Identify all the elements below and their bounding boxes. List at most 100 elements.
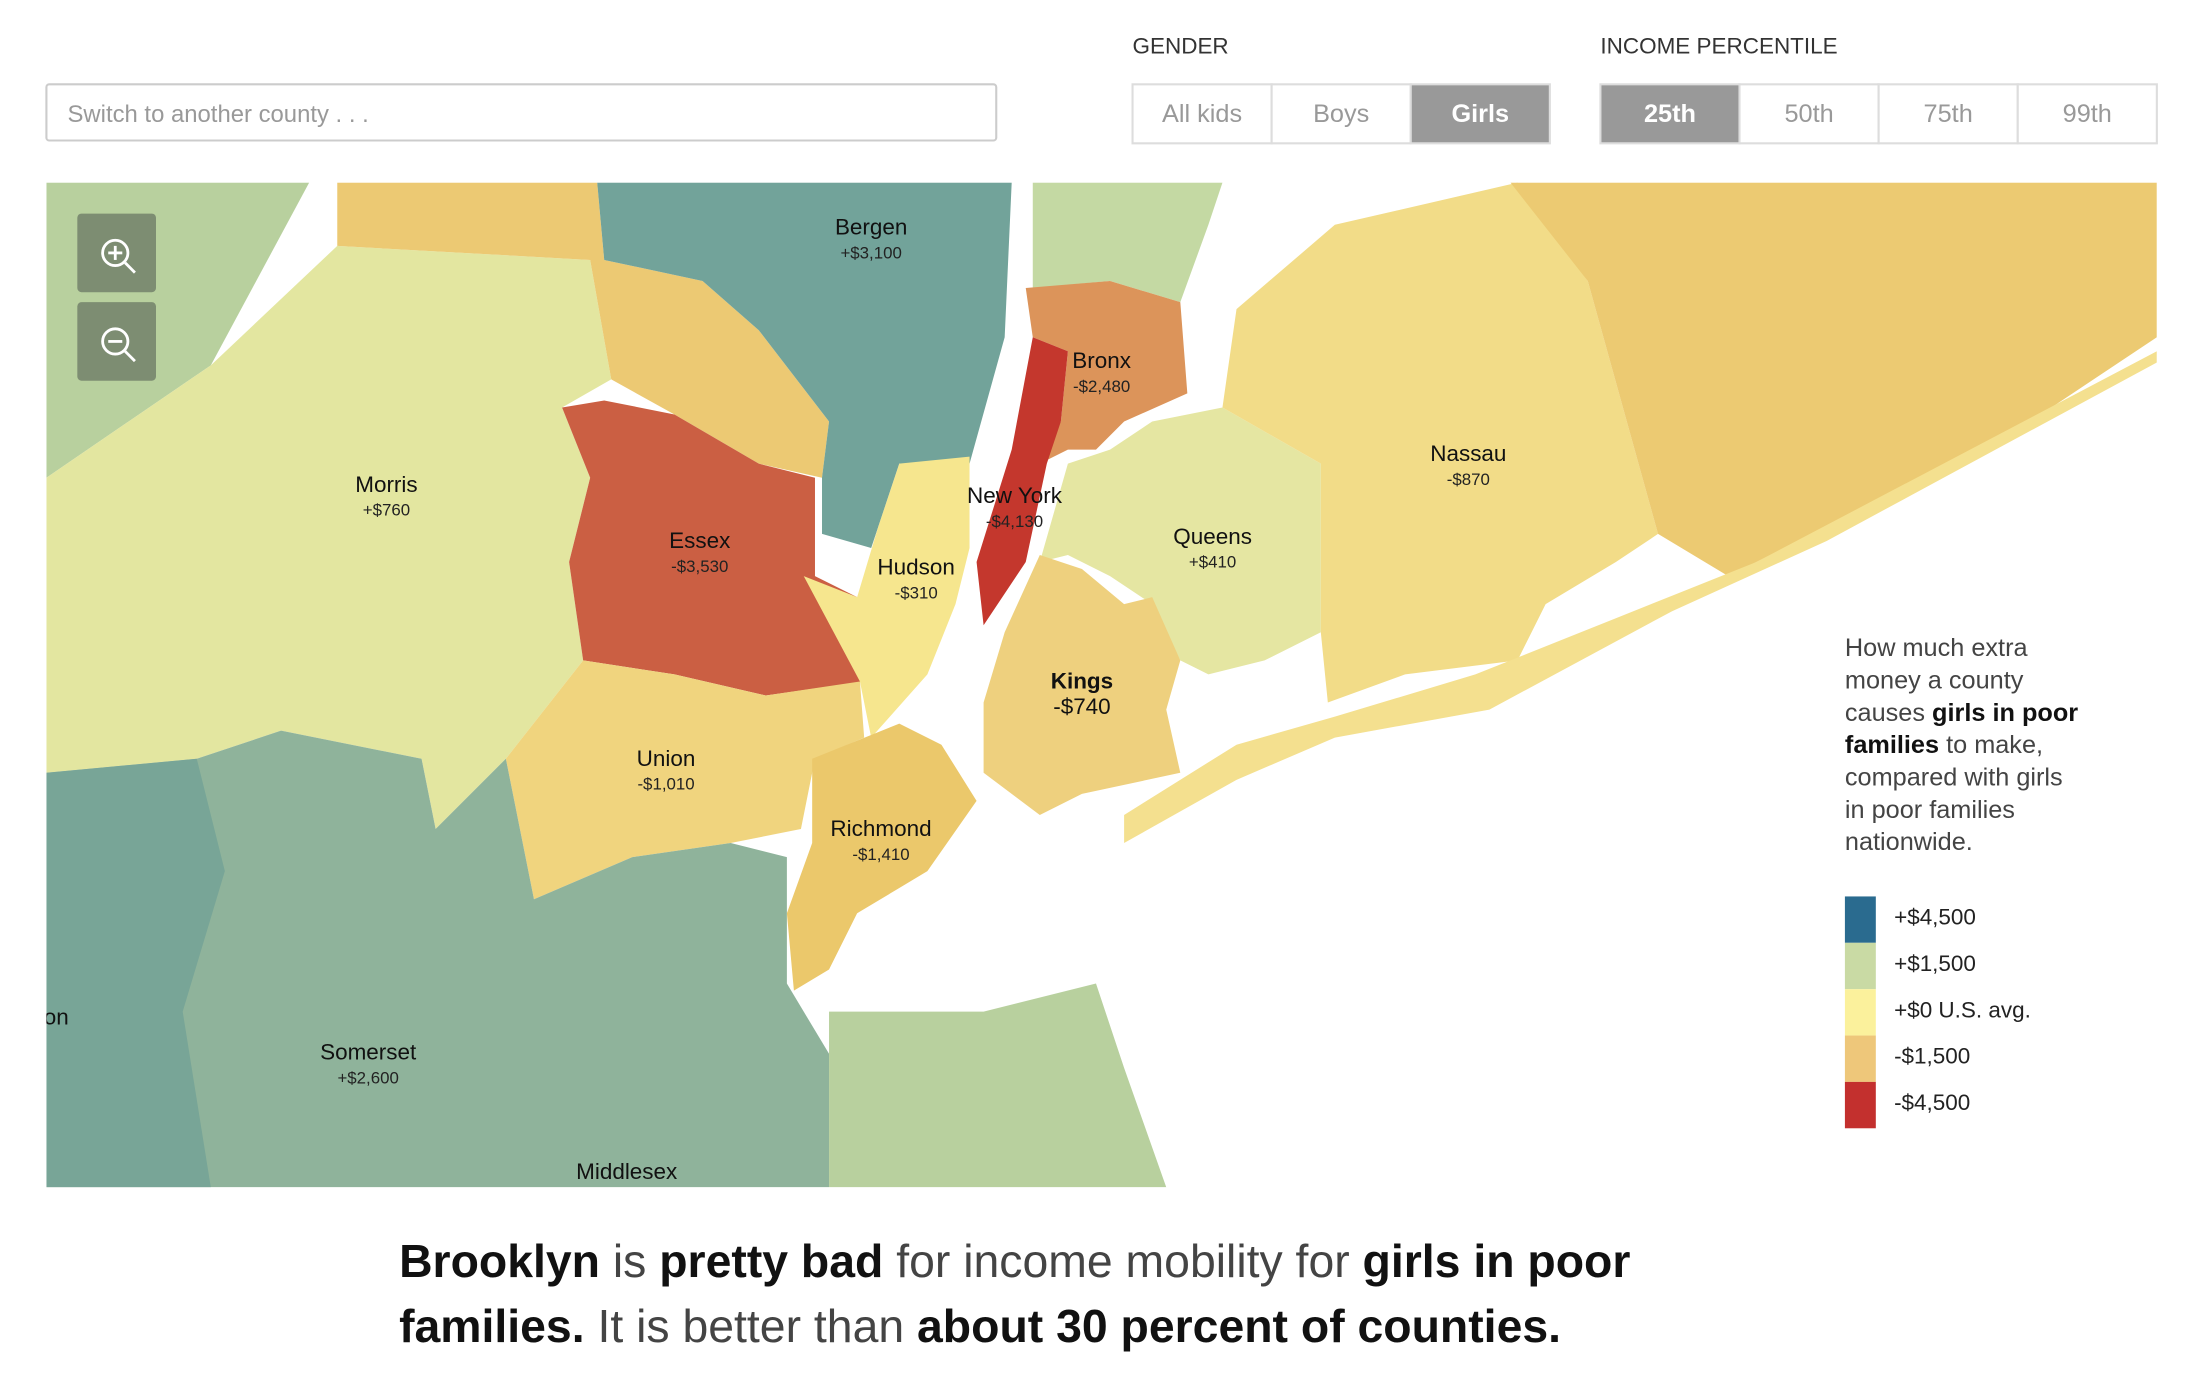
county-shape[interactable] (46, 245, 612, 829)
zoom-in[interactable] (77, 213, 157, 293)
county-value: +$2,600 (337, 1068, 398, 1087)
legend-swatch (1844, 896, 1876, 943)
legend-label: +$0 U.S. avg. (1894, 997, 2031, 1022)
county-shape[interactable] (976, 337, 1068, 626)
legend-swatch (1844, 1035, 1876, 1082)
county-value: -$1,010 (637, 775, 694, 794)
legend-text: families to make, (1845, 731, 2043, 759)
legend-text-segment: to make, (1939, 731, 2043, 759)
selected-county-shape[interactable] (983, 555, 1181, 815)
toggle-button[interactable] (1270, 83, 1412, 145)
toggle-label: 50th (1784, 100, 1833, 128)
county-value: -$310 (895, 584, 938, 603)
search-box[interactable] (45, 83, 998, 142)
legend-swatch (1844, 942, 1876, 990)
toggle-label: 25th (1644, 100, 1696, 128)
legend-text-segment: compared with girls (1845, 763, 2063, 791)
county-name: Somerset (320, 1039, 417, 1064)
legend-text: in poor families (1845, 796, 2015, 824)
county-name: Bergen (835, 215, 907, 240)
shore-strip (1124, 351, 2157, 844)
county-value: +$760 (363, 501, 410, 520)
county-shape[interactable] (1032, 182, 1223, 303)
toggle-label: 75th (1924, 100, 1973, 128)
county-name: Richmond (830, 816, 931, 841)
county-shape[interactable] (786, 723, 977, 991)
county-shape[interactable] (1510, 182, 2157, 577)
toggle-button[interactable] (1409, 83, 1551, 145)
county-name: Union (637, 746, 696, 771)
county-shape[interactable] (46, 758, 225, 1188)
county-shape[interactable] (562, 400, 865, 696)
county-value: +$410 (1189, 553, 1236, 572)
legend-text: nationwide. (1845, 828, 1973, 856)
legend-label: -$4,500 (1894, 1090, 1970, 1115)
county-name: Middlesex (576, 1159, 677, 1184)
county-shape[interactable] (46, 730, 830, 1188)
county-value: -$740 (1053, 694, 1110, 719)
legend-text-segment: nationwide. (1845, 828, 1973, 856)
county-value: -$4,130 (986, 512, 1043, 531)
county-value: -$2,480 (1073, 377, 1130, 396)
toggle-label: Boys (1313, 100, 1369, 128)
toggle-label: All kids (1162, 100, 1242, 128)
caption-line: Brooklyn is pretty bad for income mobili… (399, 1235, 1630, 1287)
toggle-button[interactable] (1877, 83, 2019, 145)
filter-buttons: All kids Boys Girls 25th 50th 75th 99th (1131, 83, 2158, 145)
caption-line: families. It is better than about 30 per… (399, 1300, 1561, 1352)
toggle-label: Girls (1451, 100, 1509, 128)
caption: Brooklyn is pretty bad for income mobili… (399, 1235, 1630, 1352)
toggle-button[interactable] (2016, 83, 2158, 145)
legend-swatch (1844, 989, 1876, 1036)
county-value: +$3,100 (840, 244, 901, 263)
caption-line-segment: pretty bad (659, 1235, 883, 1287)
county-shape[interactable] (1039, 407, 1321, 675)
county-name: Nassau (1430, 441, 1506, 466)
legend-text: compared with girls (1845, 763, 2063, 791)
legend-text-segment: girls in poor (1932, 699, 2078, 727)
caption-line-segment: It is better than (585, 1300, 917, 1352)
caption-line-segment: Brooklyn (399, 1235, 600, 1287)
legend-text-segment: in poor families (1845, 796, 2015, 824)
legend-text-segment: How much extra (1845, 634, 2029, 662)
legend-text-segment: money a county (1845, 666, 2024, 694)
zoom-out[interactable] (77, 302, 157, 381)
legend-label: -$1,500 (1894, 1044, 1970, 1069)
caption-line-segment: for income mobility for (883, 1235, 1362, 1287)
county-name: Morris (355, 472, 417, 497)
county-shape[interactable] (1222, 182, 1659, 703)
toggle-label: 99th (2063, 100, 2112, 128)
county-name: Hudson (877, 555, 954, 580)
toggle-button[interactable] (1738, 83, 1880, 145)
county-name: Queens (1173, 524, 1252, 549)
county-shape[interactable] (1025, 281, 1188, 464)
legend-swatch (1844, 1081, 1876, 1129)
legend-text: How much extra (1845, 634, 2029, 662)
legend-label: +$1,500 (1894, 951, 1976, 976)
county-name: on (44, 1004, 69, 1029)
caption-line-segment: is (600, 1235, 659, 1287)
county-name: Kings (1051, 668, 1113, 693)
legend-text-segment: causes (1845, 699, 1932, 727)
county-name: Bronx (1072, 348, 1131, 373)
county-name: New York (967, 483, 1063, 508)
income-label: INCOME PERCENTILE (1600, 33, 1837, 58)
county-name: Essex (669, 528, 730, 553)
toggle-button[interactable] (1599, 83, 1741, 145)
gender-label: GENDER (1133, 33, 1229, 58)
legend-label: +$4,500 (1894, 905, 1976, 930)
county-shape[interactable] (803, 456, 970, 738)
county-shape[interactable] (829, 983, 1167, 1188)
legend-text: causes girls in poor (1845, 699, 2078, 727)
county-shape[interactable] (505, 660, 865, 900)
legend-text-segment: families (1845, 731, 1939, 759)
map: Bergen +$3,100 Bronx -$2,480 Morris +$76… (44, 182, 2157, 1188)
county-shape[interactable] (597, 182, 1012, 548)
legend: How much extra money a county causes girls… (1844, 634, 2078, 1129)
county-shape[interactable] (337, 182, 830, 478)
legend-text: money a county (1845, 666, 2024, 694)
toggle-button[interactable] (1131, 83, 1273, 145)
county-value: -$1,410 (852, 845, 909, 864)
